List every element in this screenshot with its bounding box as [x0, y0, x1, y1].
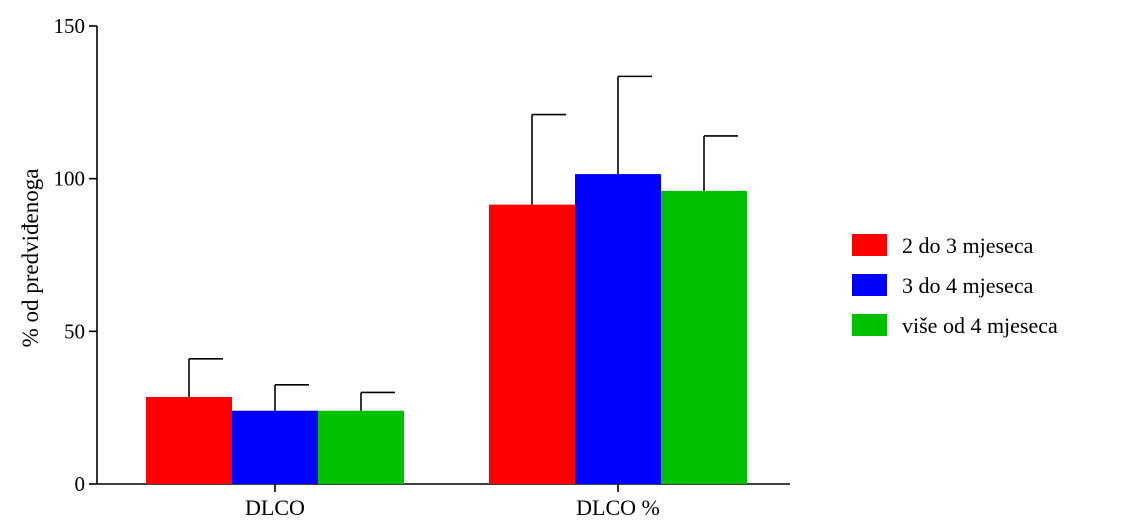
bar [489, 204, 575, 484]
y-tick-label: 50 [64, 319, 85, 343]
legend-label: 2 do 3 mjeseca [902, 233, 1034, 258]
legend-swatch [852, 274, 887, 296]
legend-swatch [852, 234, 887, 256]
x-category-label: DLCO [245, 495, 305, 520]
bar [146, 396, 232, 484]
y-tick-label: 100 [54, 167, 86, 191]
y-axis-title: % od predviđenoga [18, 169, 43, 348]
legend-swatch [852, 314, 887, 336]
legend: 2 do 3 mjeseca 3 do 4 mjeseca više od 4 mj… [852, 233, 1058, 338]
bar [318, 410, 404, 484]
legend-label: više od 4 mjeseca [902, 313, 1058, 338]
y-tick-label: 150 [54, 14, 86, 38]
legend-label: 3 do 4 mjeseca [902, 273, 1034, 298]
plot-area: 0 50 100 150 DLCO DLCO % [54, 14, 790, 520]
bar [661, 190, 747, 484]
bar [575, 174, 661, 484]
bar [232, 410, 318, 484]
x-category-label: DLCO % [576, 495, 660, 520]
y-tick-label: 0 [75, 472, 86, 496]
